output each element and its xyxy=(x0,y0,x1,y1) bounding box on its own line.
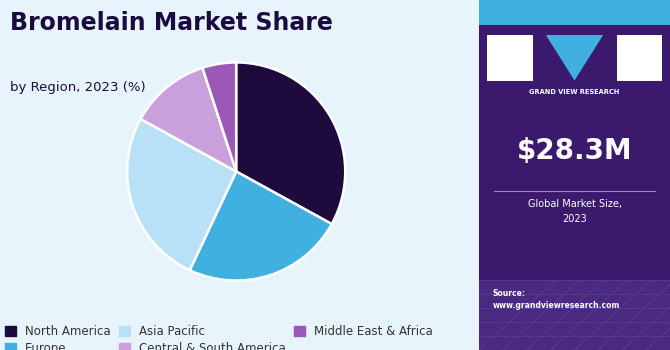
Wedge shape xyxy=(190,172,332,281)
Text: Bromelain Market Share: Bromelain Market Share xyxy=(10,10,333,35)
FancyBboxPatch shape xyxy=(486,35,533,80)
Text: GRAND VIEW RESEARCH: GRAND VIEW RESEARCH xyxy=(529,89,620,95)
Wedge shape xyxy=(236,62,345,224)
Wedge shape xyxy=(127,119,237,270)
Wedge shape xyxy=(202,62,237,172)
Wedge shape xyxy=(141,68,237,172)
Text: Global Market Size,
2023: Global Market Size, 2023 xyxy=(527,199,622,224)
Legend: North America, Europe, Asia Pacific, Central & South America, Middle East & Afri: North America, Europe, Asia Pacific, Cen… xyxy=(5,325,433,350)
Text: by Region, 2023 (%): by Region, 2023 (%) xyxy=(10,80,145,93)
Polygon shape xyxy=(546,35,603,80)
FancyBboxPatch shape xyxy=(479,280,670,350)
Text: Source:
www.grandviewresearch.com: Source: www.grandviewresearch.com xyxy=(492,289,620,310)
FancyBboxPatch shape xyxy=(616,35,663,80)
FancyBboxPatch shape xyxy=(479,0,670,25)
Text: $28.3M: $28.3M xyxy=(517,136,632,164)
